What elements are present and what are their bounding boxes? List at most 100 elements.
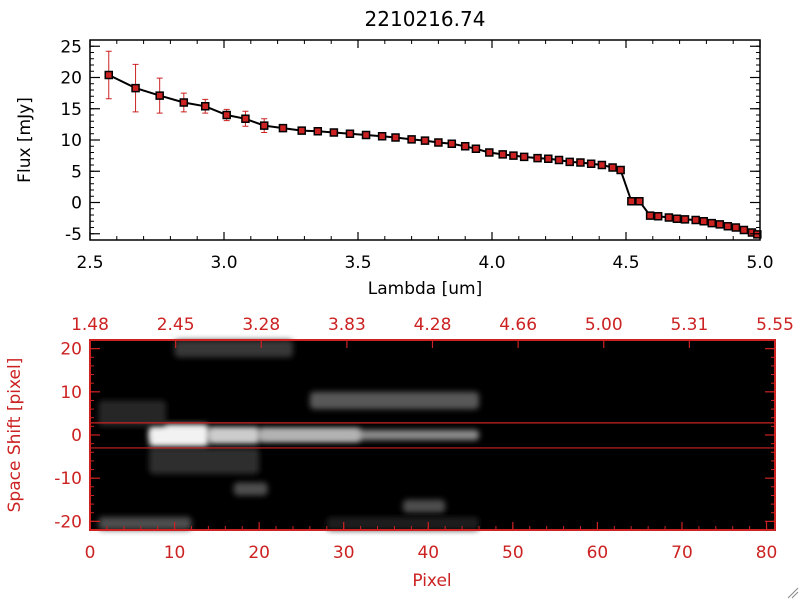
flux-point	[329, 128, 339, 137]
flux-plot-marks	[104, 50, 762, 239]
flux-point	[576, 158, 585, 167]
wavelength-tick-label: 3.28	[242, 315, 280, 335]
space-shift-tick-label: 20	[60, 340, 82, 360]
flux-point	[635, 197, 644, 206]
flux-x-tick-label: 3.5	[344, 253, 371, 273]
pixel-tick-label: 80	[756, 543, 778, 563]
flux-point	[715, 220, 725, 229]
flux-y-axis-label: Flux [mJy]	[15, 97, 35, 183]
flux-point	[155, 91, 164, 100]
space-shift-axis-label: Space Shift [pixel]	[5, 358, 25, 513]
pixel-tick-label: 0	[85, 543, 96, 563]
flux-point	[723, 222, 733, 231]
flux-point	[241, 114, 250, 123]
flux-point	[597, 160, 607, 170]
flux-point	[739, 225, 749, 235]
wavelength-tick-label: 1.48	[71, 315, 109, 335]
flux-point	[680, 215, 690, 224]
pixel-tick-label: 60	[587, 543, 609, 563]
image-emission-feature	[98, 517, 192, 530]
flux-point	[222, 110, 231, 120]
space-shift-tick-label: 10	[60, 383, 82, 403]
wavelength-tick-label: 4.28	[414, 315, 452, 335]
pixel-tick-label: 20	[248, 543, 270, 563]
flux-y-tick-label: 20	[60, 69, 82, 89]
flux-point	[179, 98, 189, 107]
flux-point	[485, 148, 494, 157]
wavelength-tick-label: 2.45	[157, 315, 195, 335]
flux-point	[104, 70, 114, 80]
flux-point	[519, 152, 529, 162]
flux-point	[259, 121, 269, 130]
flux-point	[509, 151, 518, 160]
pixel-axis-label: Pixel	[412, 571, 451, 591]
flux-point	[627, 197, 636, 206]
flux-point	[653, 212, 663, 221]
image-emission-feature	[98, 400, 167, 427]
space-shift-tick-label: -10	[54, 469, 82, 489]
spectrum-image	[90, 340, 775, 530]
flux-point	[753, 230, 762, 239]
image-emission-feature	[326, 517, 480, 530]
flux-point	[313, 127, 323, 136]
flux-point	[200, 102, 210, 111]
flux-point	[565, 157, 574, 167]
flux-point	[544, 154, 553, 163]
image-emission-feature	[149, 447, 260, 474]
pixel-tick-label: 30	[333, 543, 355, 563]
image-emission-feature	[149, 424, 209, 448]
wavelength-tick-label: 5.00	[585, 315, 623, 335]
pixel-tick-label: 70	[671, 543, 693, 563]
flux-point	[471, 144, 481, 153]
image-emission-feature	[233, 482, 268, 496]
image-emission-feature	[309, 391, 480, 410]
flux-point	[498, 150, 507, 159]
flux-y-tick-label: 25	[60, 37, 82, 57]
flux-x-tick-label: 2.5	[76, 253, 103, 273]
wavelength-tick-label: 5.55	[756, 315, 794, 335]
image-emission-feature	[402, 499, 446, 513]
spectrum-image-ticks: 0 10 20 30 40 50 60 70 80 1.48 2.45 3.28 3.83 4.28 4.6…	[54, 315, 794, 563]
flux-point	[361, 130, 371, 140]
flux-point	[377, 132, 387, 141]
flux-point	[707, 218, 717, 228]
flux-point	[391, 133, 400, 142]
wavelength-tick-label: 5.31	[670, 315, 708, 335]
flux-point	[447, 139, 457, 148]
space-shift-tick-label: -20	[54, 512, 82, 532]
flux-y-tick-label: 15	[60, 100, 82, 120]
flux-plot-title: 2210216.74	[365, 7, 486, 31]
flux-point	[645, 211, 655, 220]
flux-point	[533, 153, 542, 163]
flux-point	[664, 213, 674, 222]
flux-point	[434, 138, 443, 147]
flux-y-tick-label: 10	[60, 131, 82, 151]
spectrum-image-plot: 0 10 20 30 40 50 60 70 80 1.48 2.45 3.28 3.83 4.28 4.6…	[5, 315, 794, 591]
flux-y-tick-label: 0	[71, 194, 82, 214]
pixel-tick-label: 10	[164, 543, 186, 563]
flux-x-tick-label: 4.5	[612, 253, 639, 273]
flux-y-tick-label: -5	[65, 225, 82, 245]
flux-point	[131, 83, 140, 93]
space-shift-tick-label: 0	[71, 426, 82, 446]
flux-point	[699, 217, 708, 226]
image-emission-feature	[174, 340, 293, 358]
pixel-tick-label: 40	[417, 543, 439, 563]
flux-point	[691, 215, 700, 225]
flux-point	[586, 159, 596, 168]
flux-x-tick-label: 5.0	[746, 253, 773, 273]
wavelength-tick-label: 3.83	[328, 315, 366, 335]
flux-y-tick-label: 5	[71, 162, 82, 182]
flux-point	[278, 123, 288, 133]
resize-grip-icon[interactable]	[787, 587, 799, 599]
image-emission-feature	[208, 427, 260, 444]
wavelength-tick-label: 4.66	[499, 315, 537, 335]
flux-plot: 2210216.74 2.5 3.0 3.5 4.0 4.5 5.0-5051015202…	[15, 7, 774, 299]
flux-point	[407, 135, 416, 144]
flux-x-tick-label: 3.0	[210, 253, 237, 273]
pixel-tick-label: 50	[502, 543, 524, 563]
flux-point	[554, 155, 564, 165]
flux-point	[297, 126, 306, 135]
image-emission-feature	[259, 428, 361, 442]
